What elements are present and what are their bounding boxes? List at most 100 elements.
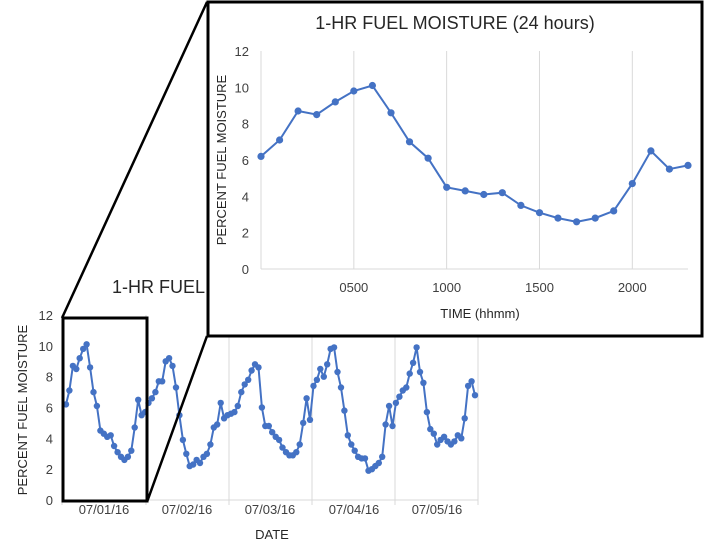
- five-day-data-point: [306, 416, 314, 423]
- five-day-data-point: [416, 368, 424, 376]
- five-day-data-point: [148, 395, 156, 402]
- twenty-four-hour-data-point: [368, 81, 376, 90]
- twenty-four-hour-chart-y-tick: 10: [235, 80, 249, 95]
- five-day-chart-x-tick: 07/02/16: [162, 502, 213, 517]
- five-day-chart-y-tick: 8: [46, 370, 53, 385]
- five-day-chart-x-tick: 07/05/16: [412, 502, 463, 517]
- five-day-data-point: [207, 441, 214, 448]
- five-day-data-point: [313, 376, 321, 383]
- five-day-data-point: [468, 378, 475, 385]
- five-day-data-point: [396, 393, 403, 400]
- twenty-four-hour-chart-title: 1-HR FUEL MOISTURE (24 hours): [315, 13, 594, 33]
- twenty-four-hour-chart: 1-HR FUEL MOISTURE (24 hours) 024681012 …: [206, 0, 704, 338]
- twenty-four-hour-chart-x-axis-title: TIME (hhmm): [440, 306, 519, 321]
- zoom-connector-top: [60, 1, 209, 319]
- twenty-four-hour-data-point: [647, 147, 655, 155]
- five-day-data-point: [392, 399, 400, 407]
- twenty-four-hour-data-point: [498, 189, 506, 197]
- twenty-four-hour-data-point: [461, 187, 469, 195]
- five-day-data-point: [203, 450, 211, 457]
- five-day-data-point: [214, 421, 221, 428]
- twenty-four-hour-chart-y-tick: 6: [242, 153, 249, 168]
- five-day-data-point: [131, 424, 138, 431]
- five-day-chart-y-tick: 12: [39, 308, 53, 323]
- five-day-chart-title: 1-HR FUEL: [112, 277, 205, 297]
- twenty-four-hour-data-point: [276, 136, 284, 144]
- five-day-data-point: [379, 453, 386, 460]
- five-day-data-point: [165, 355, 173, 362]
- twenty-four-hour-chart-x-tick: 0500: [339, 280, 368, 295]
- twenty-four-hour-data-point: [573, 218, 581, 226]
- five-day-data-point: [375, 459, 382, 467]
- twenty-four-hour-chart-x-tick: 1500: [525, 280, 554, 295]
- zoom-connector-bottom: [145, 335, 209, 503]
- twenty-four-hour-data-point: [665, 165, 674, 173]
- five-day-data-point: [324, 361, 331, 368]
- five-day-data-point: [114, 449, 121, 456]
- five-day-data-point: [248, 367, 255, 374]
- twenty-four-hour-chart-x-tick: 2000: [618, 280, 647, 295]
- five-day-data-point: [348, 441, 355, 448]
- five-day-data-point: [275, 436, 283, 444]
- five-day-data-point: [317, 365, 324, 373]
- five-day-data-point: [351, 447, 358, 454]
- twenty-four-hour-data-point: [554, 214, 562, 222]
- five-day-data-point: [458, 435, 465, 442]
- five-day-data-point: [471, 392, 479, 399]
- five-day-data-point: [190, 461, 197, 468]
- twenty-four-hour-chart-y-tick: 4: [242, 189, 249, 204]
- five-day-data-point: [196, 459, 204, 467]
- five-day-data-point: [269, 429, 276, 436]
- twenty-four-hour-chart-y-tick: 12: [235, 44, 249, 59]
- five-day-data-point: [320, 373, 327, 380]
- five-day-data-point: [66, 387, 73, 394]
- five-day-data-point: [107, 432, 114, 439]
- inset-frame: [206, 0, 704, 338]
- five-day-data-point: [110, 442, 118, 450]
- five-day-data-point: [310, 382, 317, 390]
- five-day-data-point: [330, 344, 338, 351]
- five-day-data-point: [265, 422, 272, 430]
- twenty-four-hour-data-point: [387, 109, 395, 117]
- five-day-data-point: [179, 436, 187, 444]
- five-day-data-point: [451, 438, 458, 445]
- five-day-data-point: [464, 382, 472, 390]
- five-day-data-point: [430, 430, 437, 437]
- twenty-four-hour-data-point: [405, 138, 414, 146]
- five-day-data-point: [334, 368, 341, 376]
- twenty-four-hour-data-point: [628, 180, 636, 188]
- five-day-data-point: [238, 388, 245, 396]
- five-day-data-point: [128, 447, 135, 454]
- five-day-data-point: [217, 399, 224, 407]
- twenty-four-hour-data-point: [517, 201, 525, 209]
- five-day-data-point: [341, 407, 348, 414]
- five-day-data-point: [296, 441, 303, 448]
- twenty-four-hour-data-point: [424, 154, 432, 162]
- five-day-data-point: [245, 376, 252, 383]
- five-day-data-point: [403, 384, 410, 391]
- five-day-data-point: [434, 441, 441, 448]
- twenty-four-hour-chart-y-tick: 2: [242, 226, 249, 241]
- twenty-four-hour-data-point: [331, 98, 339, 106]
- twenty-four-hour-series-points: [257, 81, 692, 226]
- five-day-data-point: [93, 402, 101, 410]
- twenty-four-hour-data-point: [257, 152, 265, 160]
- five-day-data-point: [406, 370, 413, 377]
- five-day-data-point: [344, 432, 351, 439]
- five-day-data-point: [337, 384, 345, 391]
- twenty-four-hour-data-point: [294, 107, 302, 115]
- five-day-series-points: [62, 341, 479, 474]
- five-day-data-point: [183, 450, 190, 457]
- twenty-four-hour-data-point: [684, 161, 692, 169]
- five-day-data-point: [255, 364, 262, 371]
- five-day-data-point: [258, 404, 266, 411]
- five-day-chart-x-tick: 07/03/16: [245, 502, 296, 517]
- twenty-four-hour-chart-gridlines: [260, 51, 633, 269]
- five-day-data-point: [427, 425, 434, 433]
- twenty-four-hour-data-point: [591, 214, 599, 222]
- five-day-chart-x-tick: 07/01/16: [79, 502, 130, 517]
- twenty-four-hour-data-point: [443, 183, 451, 191]
- twenty-four-hour-series-line: [260, 84, 689, 223]
- five-day-data-point: [152, 388, 159, 396]
- twenty-four-hour-data-point: [350, 87, 358, 95]
